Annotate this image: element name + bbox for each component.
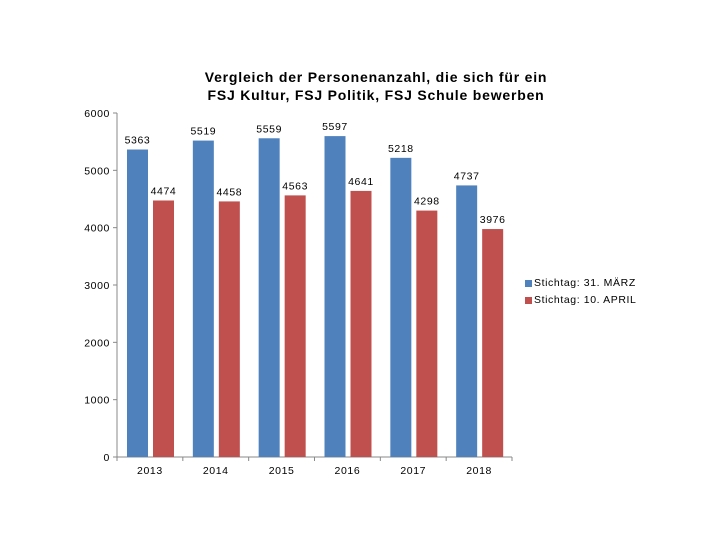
data-label: 4641 [348, 176, 374, 188]
chart-title: Vergleich der Personenanzahl, die sich f… [126, 68, 626, 104]
data-label: 5363 [125, 135, 151, 147]
data-label: 4474 [151, 185, 177, 197]
bar-series-1 [258, 138, 280, 457]
y-tick-label: 6000 [84, 108, 110, 120]
legend-label-series-1: Stichtag: 31. MÄRZ [534, 277, 636, 289]
x-tick-label: 2015 [269, 465, 295, 477]
bar-series-2 [416, 210, 438, 457]
x-tick-label: 2013 [137, 465, 163, 477]
data-label: 4737 [454, 170, 480, 182]
bar-series-2 [350, 190, 372, 457]
data-label: 4458 [216, 186, 242, 198]
bar-series-1 [324, 136, 346, 457]
legend-label-series-2: Stichtag: 10. APRIL [534, 294, 637, 306]
y-tick-label: 4000 [84, 223, 110, 235]
bar-series-1 [127, 149, 148, 457]
bar-series-2 [153, 200, 174, 457]
y-tick-label: 2000 [84, 337, 110, 349]
data-label: 5218 [388, 143, 414, 155]
legend-swatch-series-1 [525, 279, 532, 287]
bar-series-2 [284, 195, 306, 457]
data-label: 4298 [414, 196, 440, 208]
chart-title-line-2: FSJ Kultur, FSJ Politik, FSJ Schule bewe… [207, 87, 545, 103]
data-label: 3976 [480, 214, 506, 226]
y-tick-label: 1000 [84, 395, 110, 407]
data-label: 5519 [190, 126, 216, 138]
legend-swatch-series-2 [525, 296, 532, 304]
data-label: 5597 [322, 121, 348, 133]
bar-series-1 [390, 157, 412, 458]
data-label: 4563 [282, 180, 308, 192]
y-tick-label: 5000 [84, 165, 110, 177]
data-label: 5559 [256, 123, 282, 135]
chart-title-line-1: Vergleich der Personenanzahl, die sich f… [204, 69, 548, 85]
legend-item-series-1: Stichtag: 31. MÄRZ [525, 277, 636, 289]
y-tick-label: 3000 [84, 280, 110, 292]
x-tick-label: 2018 [466, 465, 492, 477]
x-tick-label: 2017 [400, 465, 426, 477]
x-tick-label: 2014 [203, 465, 229, 477]
bar-series-1 [192, 140, 214, 457]
y-tick-label: 0 [104, 452, 110, 464]
legend-item-series-2: Stichtag: 10. APRIL [525, 294, 636, 306]
bar-series-2 [218, 201, 240, 457]
bar-series-1 [456, 185, 478, 458]
x-tick-label: 2016 [335, 465, 361, 477]
bar-series-2 [482, 229, 504, 457]
